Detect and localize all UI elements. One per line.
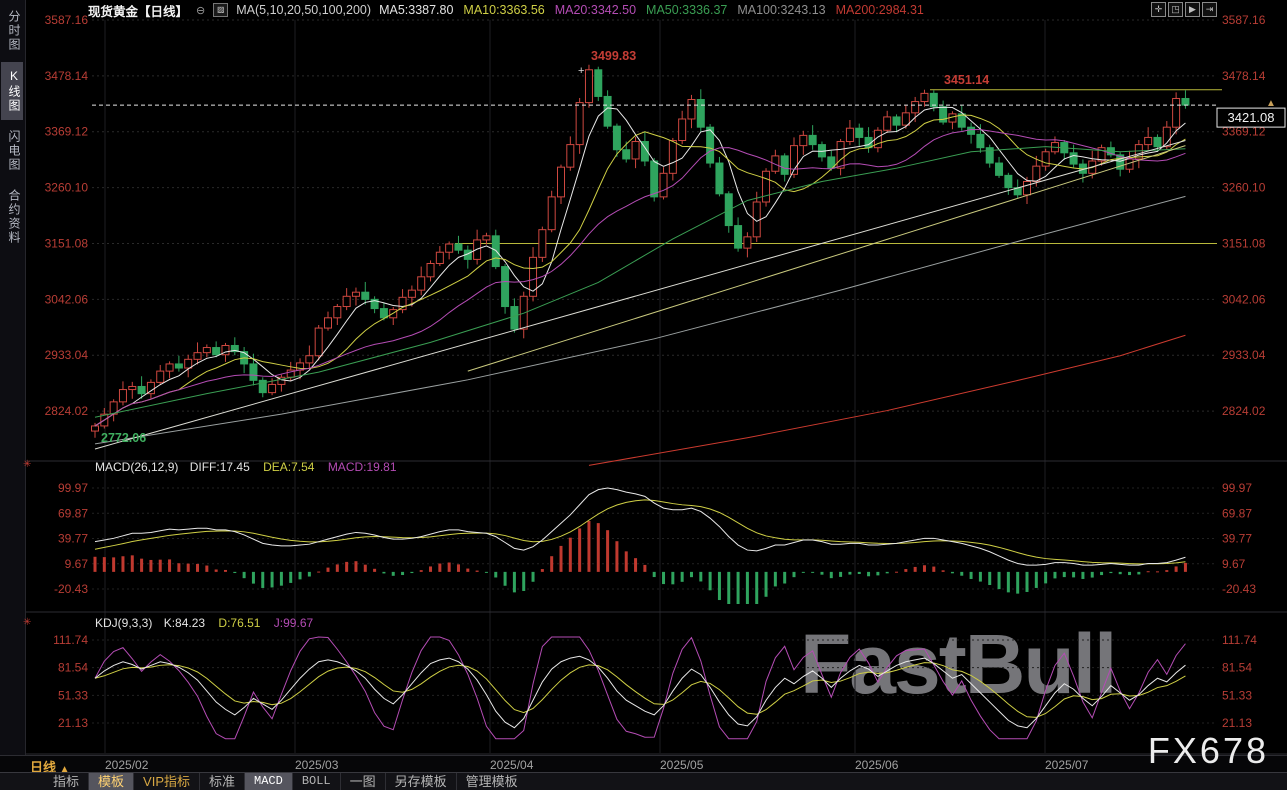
june-high-annotation: 3451.14 — [944, 73, 989, 87]
price-axis-label-right: 3369.12 — [1222, 125, 1266, 139]
symbol-title: 现货黄金【日线】 — [88, 4, 189, 19]
price-axis-label-left: 3042.06 — [45, 292, 89, 306]
tab-一图[interactable]: 一图 — [339, 773, 385, 790]
peak-cross-marker: + — [578, 65, 584, 77]
candle-style-icon[interactable]: ▨ — [213, 3, 229, 17]
price-axis-label-right: 3478.14 — [1222, 69, 1266, 83]
macd-axis-label-right: 39.77 — [1222, 532, 1252, 546]
kdj-k-value: K:84.23 — [163, 616, 206, 630]
macd-axis-label-left: -20.43 — [54, 582, 88, 596]
tab-标准[interactable]: 标准 — [199, 773, 244, 790]
x-axis-date-label: 2025/06 — [855, 758, 899, 772]
price-axis-label-right: 2824.02 — [1222, 404, 1266, 418]
indicator-tab-bar: 指标 模板 VIP指标 标准 MACD BOLL 一图 另存模板 管理模板 — [0, 772, 1287, 790]
period-selector[interactable]: 日线 ▲ — [30, 760, 70, 775]
macd-axis-label-left: 69.87 — [58, 506, 88, 520]
price-axis-label-right: 3042.06 — [1222, 292, 1266, 306]
kdj-axis-label-right: 21.13 — [1222, 716, 1252, 730]
fx678-watermark: FX678 — [1147, 730, 1269, 771]
sidebar-item-分时图[interactable]: 分时图 — [7, 10, 21, 52]
ma-values: MA5:3387.80 MA10:3363.56 MA20:3342.50 MA50:… — [379, 3, 934, 17]
price-axis-label-left: 3478.14 — [45, 69, 89, 83]
ma-value: MA5:3387.80 — [379, 3, 454, 17]
macd-axis-label-right: 69.87 — [1222, 506, 1252, 520]
pan-icon[interactable]: ✛ — [1151, 2, 1166, 17]
kdj-axis-label-right: 51.33 — [1222, 688, 1252, 702]
price-axis-label-right: 3587.16 — [1222, 13, 1266, 27]
price-axis-label-left: 2824.02 — [45, 404, 89, 418]
price-axis-label-right: 2933.04 — [1222, 348, 1266, 362]
ma-value: MA50:3336.37 — [646, 3, 728, 17]
price-up-arrow-icon: ▲ — [1266, 98, 1276, 109]
kdj-title[interactable]: KDJ(9,3,3) — [95, 616, 153, 630]
kdj-j-value: J:99.67 — [273, 616, 314, 630]
chart-type-sidebar: 分时图 K线图闪电图合约资料 — [0, 0, 26, 755]
collapse-icon[interactable]: ⊖ — [196, 4, 206, 17]
chart-header: 现货黄金【日线】 ⊖ ▨ MA(5,10,20,50,100,200) MA5:… — [26, 0, 1287, 20]
x-axis-date-label: 2025/02 — [105, 758, 149, 772]
price-axis-label-right: 3151.08 — [1222, 236, 1266, 250]
price-axis-label-right: 3260.10 — [1222, 181, 1266, 195]
zoom-area-icon[interactable]: ◳ — [1168, 2, 1183, 17]
scroll-right-icon[interactable]: ▶ — [1185, 2, 1200, 17]
date-axis-row: 日线 ▲ 2025/02 2025/03 2025/04 2025/05 2025/06… — [0, 755, 1287, 775]
kdj-axis-label-left: 81.54 — [58, 661, 88, 675]
macd-diff-value: DIFF:17.45 — [189, 460, 250, 474]
kdj-axis-label-left: 111.74 — [53, 633, 88, 647]
indicator-marker-icon[interactable]: ✳ — [23, 459, 32, 470]
goto-latest-icon[interactable]: ⇥ — [1202, 2, 1217, 17]
ma-value: MA20:3342.50 — [554, 3, 637, 17]
price-axis-label-left: 3260.10 — [45, 181, 89, 195]
sidebar-item-闪电图[interactable]: 闪电图 — [7, 130, 21, 172]
macd-title[interactable]: MACD(26,12,9) — [95, 460, 179, 474]
price-axis-label-left: 3369.12 — [45, 125, 89, 139]
macd-axis-label-left: 99.97 — [58, 481, 88, 495]
start-low-annotation: 2772.06 — [101, 431, 146, 445]
macd-axis-label-left: 39.77 — [58, 532, 88, 546]
indicator-marker-icon[interactable]: ✳ — [23, 617, 32, 628]
sidebar-item-K线图[interactable]: K线图 — [1, 62, 23, 120]
header-toolbar: ✛ ◳ ▶ ⇥ — [1151, 2, 1217, 17]
current-price-value: 3421.08 — [1228, 110, 1275, 125]
price-axis-label-left: 3151.08 — [45, 236, 89, 250]
ma-value: MA10:3363.56 — [463, 3, 545, 17]
price-axis-label-left: 3587.16 — [45, 13, 89, 27]
tab-管理模板[interactable]: 管理模板 — [455, 773, 527, 790]
ma-value: MA100:3243.13 — [737, 3, 826, 17]
price-axis-label-left: 2933.04 — [45, 348, 89, 362]
tab-模板[interactable]: 模板 — [88, 773, 134, 790]
x-axis-date-label: 2025/03 — [295, 758, 339, 772]
kdj-axis-label-left: 51.33 — [58, 688, 88, 702]
kdj-axis-label-right: 81.54 — [1222, 661, 1252, 675]
tab-另存模板[interactable]: 另存模板 — [384, 773, 456, 790]
ma-settings-label[interactable]: MA(5,10,20,50,100,200) — [236, 3, 372, 17]
kdj-axis-label-right: 111.74 — [1222, 633, 1257, 647]
sidebar-item-合约资料[interactable]: 合约资料 — [7, 189, 21, 245]
macd-axis-label-right: 9.67 — [1222, 557, 1246, 571]
macd-dea-value: DEA:7.54 — [263, 460, 315, 474]
macd-axis-label-left: 9.67 — [65, 557, 89, 571]
tab-BOLL[interactable]: BOLL — [291, 773, 340, 790]
fastbull-watermark: FastBull — [800, 617, 1117, 711]
tab-VIP指标[interactable]: VIP指标 — [133, 773, 199, 790]
x-axis-date-label: 2025/07 — [1045, 758, 1089, 772]
x-axis-date-label: 2025/04 — [490, 758, 534, 772]
macd-axis-label-right: -20.43 — [1222, 582, 1256, 596]
tab-指标[interactable]: 指标 — [53, 774, 80, 789]
tab-MACD[interactable]: MACD — [244, 773, 292, 790]
macd-header: MACD(26,12,9) DIFF:17.45 DEA:7.54 MACD:1… — [95, 460, 397, 474]
kdj-d-value: D:76.51 — [218, 616, 261, 630]
macd-macd-value: MACD:19.81 — [327, 460, 397, 474]
ma-value: MA200:2984.31 — [835, 3, 924, 17]
macd-axis-label-right: 99.97 — [1222, 481, 1252, 495]
x-axis-date-label: 2025/05 — [660, 758, 704, 772]
current-price-box — [1216, 107, 1286, 128]
kdj-axis-label-left: 21.13 — [58, 716, 88, 730]
april-peak-annotation: 3499.83 — [591, 49, 636, 63]
kdj-header: KDJ(9,3,3) K:84.23 D:76.51 J:99.67 — [95, 616, 313, 630]
